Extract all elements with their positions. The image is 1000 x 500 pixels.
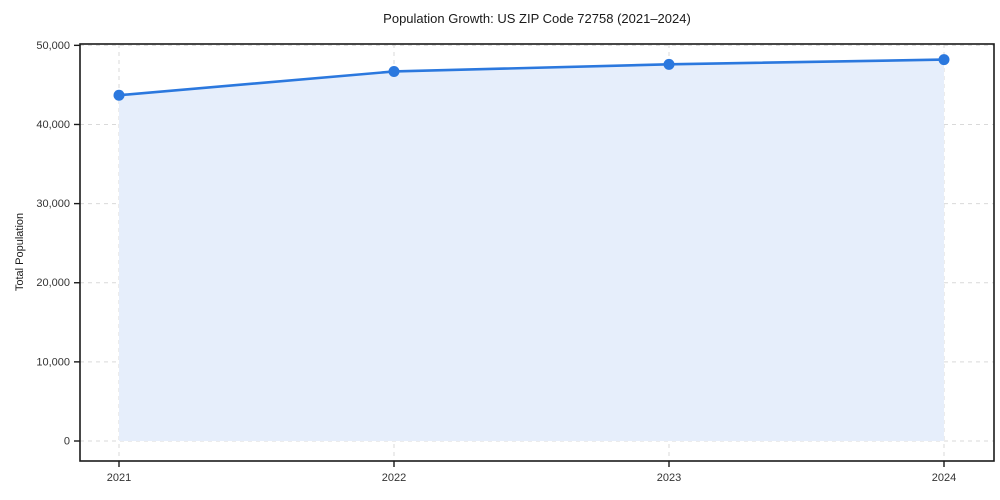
area-fill xyxy=(119,59,944,442)
x-tick-label: 2022 xyxy=(382,472,406,484)
data-point xyxy=(388,65,400,77)
x-tick-label: 2024 xyxy=(932,472,956,484)
y-tick-label: 20,000 xyxy=(36,277,70,289)
data-line xyxy=(117,58,946,97)
y-axis-title: Total Population xyxy=(14,212,26,292)
plot-border xyxy=(79,43,995,462)
data-point xyxy=(113,89,125,101)
y-tick-label: 30,000 xyxy=(36,198,70,210)
y-tick-label: 50,000 xyxy=(36,40,70,52)
y-tick-label: 0 xyxy=(64,436,70,448)
y-tick-label: 10,000 xyxy=(36,356,70,368)
data-point xyxy=(663,58,675,70)
x-tick-label: 2021 xyxy=(107,472,131,484)
x-tick-label: 2023 xyxy=(657,472,681,484)
data-point xyxy=(938,54,950,66)
chart-title: Population Growth: US ZIP Code 72758 (20… xyxy=(383,11,691,26)
y-tick-label: 40,000 xyxy=(36,119,70,131)
